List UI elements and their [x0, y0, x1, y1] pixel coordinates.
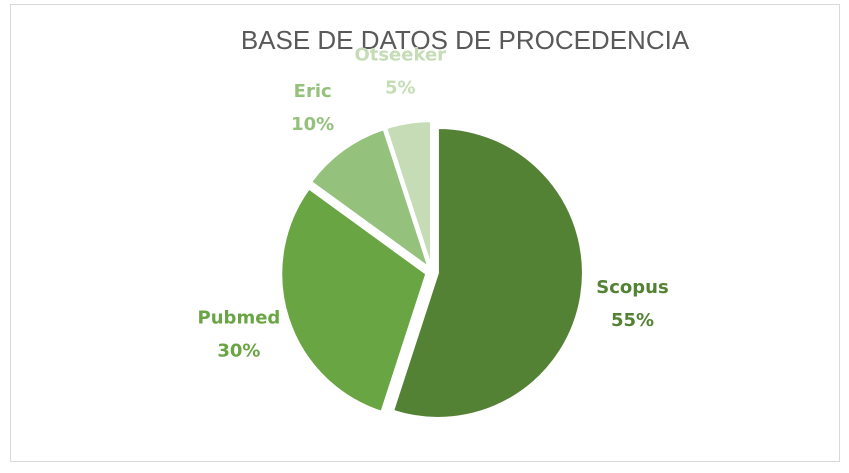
slice-value-label: 5%	[385, 77, 416, 98]
pie-slice	[280, 187, 428, 414]
slice-category-label: Otseeker	[354, 44, 446, 65]
slice-category-label: Scopus	[596, 277, 668, 298]
slice-category-label: Eric	[294, 81, 332, 102]
chart-title: BASE DE DATOS DE PROCEDENCIA	[241, 25, 690, 55]
pie-slice	[309, 127, 431, 270]
slice-value-label: 10%	[291, 114, 334, 135]
pie-slice	[391, 126, 584, 419]
slice-value-label: 55%	[611, 310, 654, 331]
pie-slice	[384, 120, 433, 267]
slice-value-label: 30%	[217, 341, 260, 362]
slice-category-label: Pubmed	[198, 308, 281, 329]
